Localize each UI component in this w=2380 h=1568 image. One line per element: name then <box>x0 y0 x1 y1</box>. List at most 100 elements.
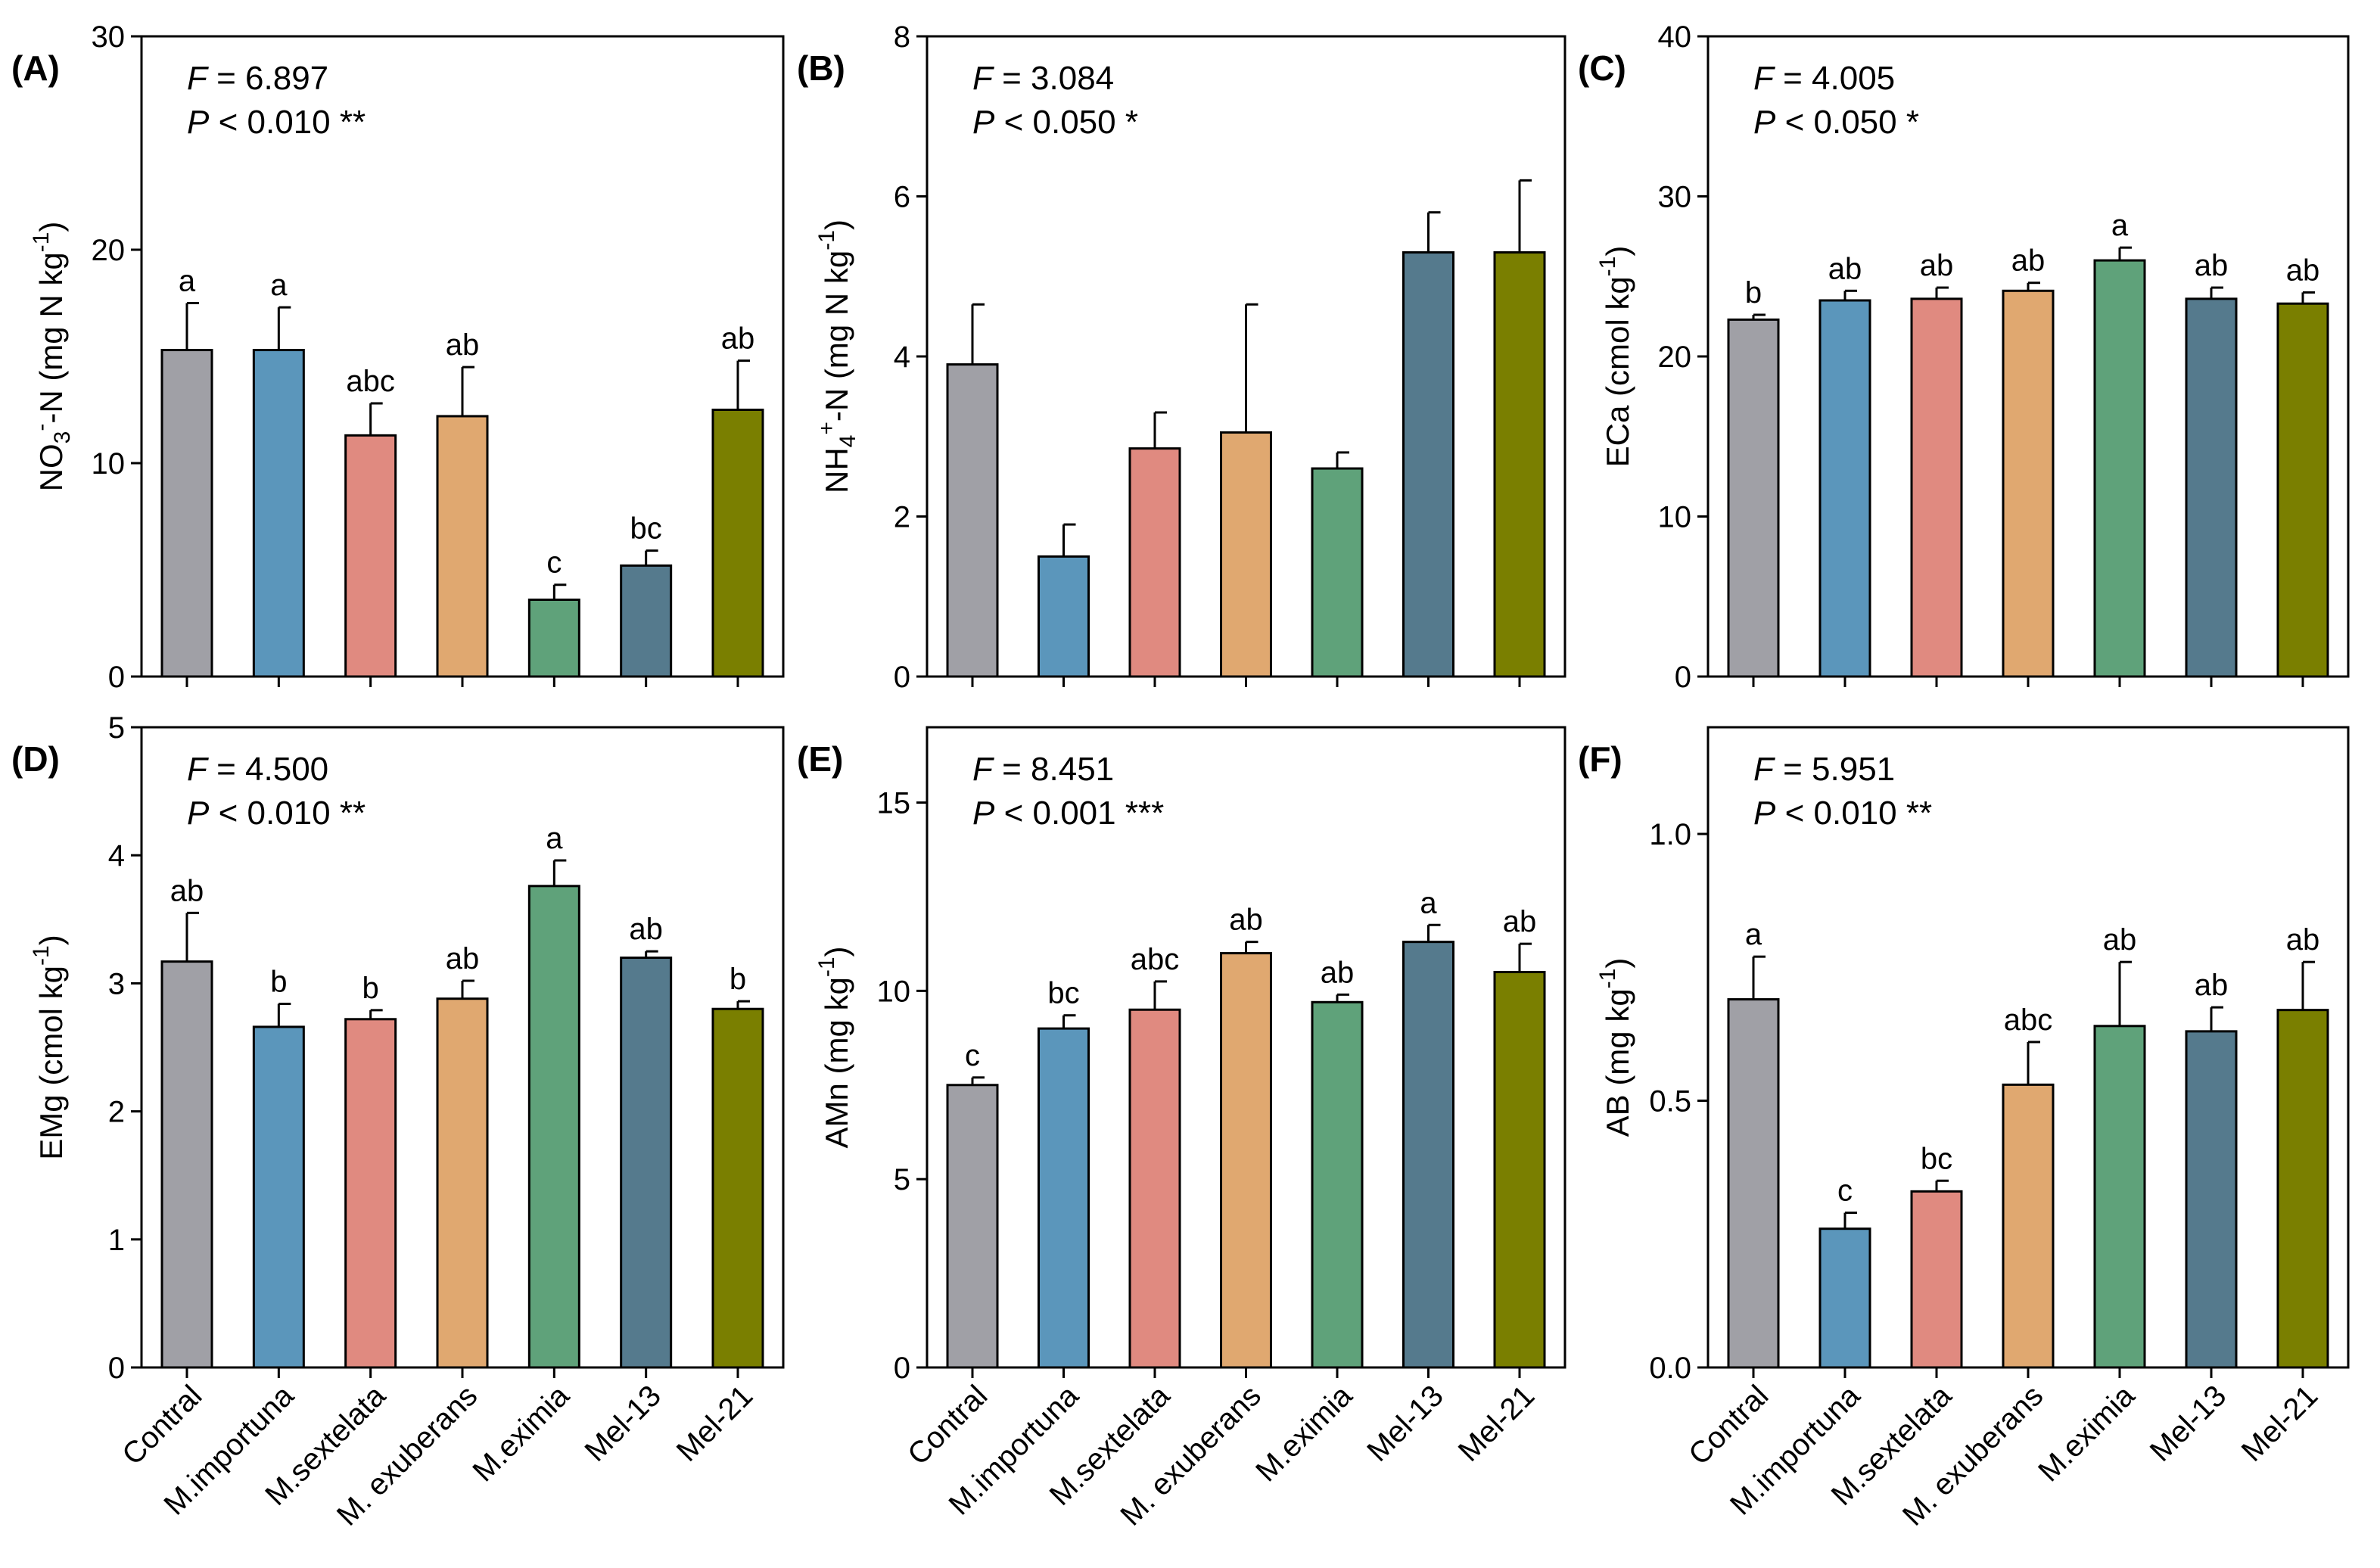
y-tick-label: 20 <box>92 234 126 267</box>
significance-letter: a <box>179 265 196 298</box>
p-value: P < 0.050 * <box>1753 104 1919 141</box>
f-statistic: F = 8.451 <box>972 751 1114 788</box>
y-tick-label: 2 <box>894 501 910 534</box>
bar-m-eximia <box>2093 1025 2146 1369</box>
y-tick-label: 30 <box>92 20 126 54</box>
f-statistic: F = 5.951 <box>1753 751 1895 788</box>
y-tick-label: 5 <box>108 711 125 745</box>
x-category-label: Mel-13 <box>1361 1379 1450 1468</box>
significance-letter: ab <box>2195 249 2229 282</box>
significance-letter: ab <box>1920 249 1954 282</box>
y-tick-label: 0 <box>894 661 910 694</box>
significance-letter: b <box>362 972 379 1005</box>
bar-m-exuberans <box>436 997 489 1369</box>
bar-mel-13 <box>1402 251 1454 678</box>
y-tick-label: 2 <box>108 1096 125 1129</box>
significance-letter: bc <box>1921 1142 1952 1175</box>
bar-mel-13 <box>620 564 673 678</box>
significance-letter: abc <box>346 365 395 398</box>
chart-panel-c: 0 10 20 30 40 ECa (cmol kg-1) (C) F = 4.005 P < … <box>1578 20 2350 694</box>
bar-m-sextelata <box>1128 1008 1181 1369</box>
x-category-label: M.eximia <box>1249 1379 1359 1489</box>
significance-letter: ab <box>1503 905 1537 938</box>
y-axis-label: AB (mg kg-1) <box>1595 958 1635 1137</box>
y-tick-label: 6 <box>894 181 910 214</box>
significance-letter: c <box>965 1039 980 1072</box>
x-category-label: Mel-21 <box>670 1379 760 1468</box>
x-category-label: Mel-21 <box>2235 1379 2325 1468</box>
p-value: P < 0.050 * <box>972 104 1138 141</box>
significance-letter: ab <box>446 328 480 362</box>
significance-letter: c <box>546 546 562 580</box>
bar-mel-21 <box>1493 251 1546 678</box>
f-statistic: F = 4.500 <box>187 751 328 788</box>
bar-contral <box>1727 998 1780 1369</box>
significance-letter: ab <box>629 913 663 946</box>
y-axis-label: EMg (cmol kg-1) <box>29 935 69 1159</box>
f-statistic: F = 4.005 <box>1753 60 1895 97</box>
y-axis-label: ECa (cmol kg-1) <box>1595 246 1635 468</box>
p-value: P < 0.010 ** <box>187 104 366 141</box>
bar-m-sextelata <box>344 1018 397 1369</box>
bar-m-sextelata <box>344 434 397 678</box>
y-tick-label: 10 <box>1658 501 1692 534</box>
p-value: P < 0.010 ** <box>1753 795 1932 832</box>
significance-letter: c <box>1837 1174 1853 1208</box>
significance-letter: ab <box>721 322 755 356</box>
p-value: P < 0.001 *** <box>972 795 1164 832</box>
y-tick-label: 5 <box>894 1163 910 1196</box>
bar-m-sextelata <box>1910 297 1963 678</box>
y-tick-label: 3 <box>108 967 125 1000</box>
bar-m-eximia <box>1311 467 1364 678</box>
bar-mel-21 <box>2276 302 2329 678</box>
y-tick-label: 4 <box>108 839 125 873</box>
significance-letter: bc <box>1047 977 1079 1010</box>
f-statistic: F = 3.084 <box>972 60 1114 97</box>
bar-m-eximia <box>527 598 580 678</box>
significance-letter: a <box>546 822 563 855</box>
bar-mel-21 <box>1493 970 1546 1369</box>
significance-letter: ab <box>2103 923 2137 957</box>
bar-m-importuna <box>1818 299 1871 678</box>
y-tick-label: 0.0 <box>1649 1352 1691 1385</box>
significance-letter: b <box>270 965 287 998</box>
y-tick-label: 0 <box>894 1352 910 1385</box>
bar-m-importuna <box>1038 555 1090 678</box>
significance-letter: ab <box>1321 956 1355 989</box>
y-tick-label: 1.0 <box>1649 818 1691 851</box>
x-category-label: Mel-13 <box>2144 1379 2233 1468</box>
panel-label: (C) <box>1578 48 1626 88</box>
bar-contral <box>1727 318 1780 678</box>
bar-mel-13 <box>1402 941 1454 1369</box>
significance-letter: ab <box>2286 923 2320 957</box>
significance-letter: a <box>1745 918 1762 951</box>
chart-panel-d: 0 1 2 3 4 5 EMg (cmol kg-1) (D) F = 4.500 P < 0.0… <box>11 711 785 1532</box>
y-tick-label: 10 <box>877 975 911 1008</box>
bar-mel-13 <box>2185 1030 2238 1369</box>
f-statistic: F = 6.897 <box>187 60 328 97</box>
x-category-label: M.eximia <box>466 1379 576 1489</box>
bar-m-exuberans <box>436 415 489 678</box>
y-tick-label: 0 <box>108 1352 125 1385</box>
bar-contral <box>946 1084 999 1369</box>
bar-m-sextelata <box>1910 1190 1963 1369</box>
p-value: P < 0.010 ** <box>187 795 366 832</box>
x-category-label: Mel-13 <box>578 1379 667 1468</box>
x-category-label: Contral <box>901 1379 994 1471</box>
bar-m-exuberans <box>2002 1083 2055 1369</box>
x-category-label: Contral <box>1682 1379 1775 1471</box>
bar-m-sextelata <box>1128 447 1181 678</box>
bar-mel-21 <box>2276 1009 2329 1369</box>
bar-m-importuna <box>1038 1027 1090 1369</box>
panel-label: (A) <box>11 48 60 88</box>
y-tick-label: 0.5 <box>1649 1085 1691 1118</box>
panel-label: (B) <box>797 48 845 88</box>
bar-m-exuberans <box>1220 431 1272 678</box>
bar-m-eximia <box>2093 259 2146 678</box>
chart-panel-b: 0 2 4 6 8 NH4+-N (mg N kg-1) (B) F = 3.084 P < 0… <box>797 20 1566 694</box>
significance-letter: a <box>270 269 288 302</box>
bar-mel-21 <box>711 1007 764 1369</box>
y-tick-label: 10 <box>92 447 126 481</box>
significance-letter: ab <box>1828 252 1862 285</box>
